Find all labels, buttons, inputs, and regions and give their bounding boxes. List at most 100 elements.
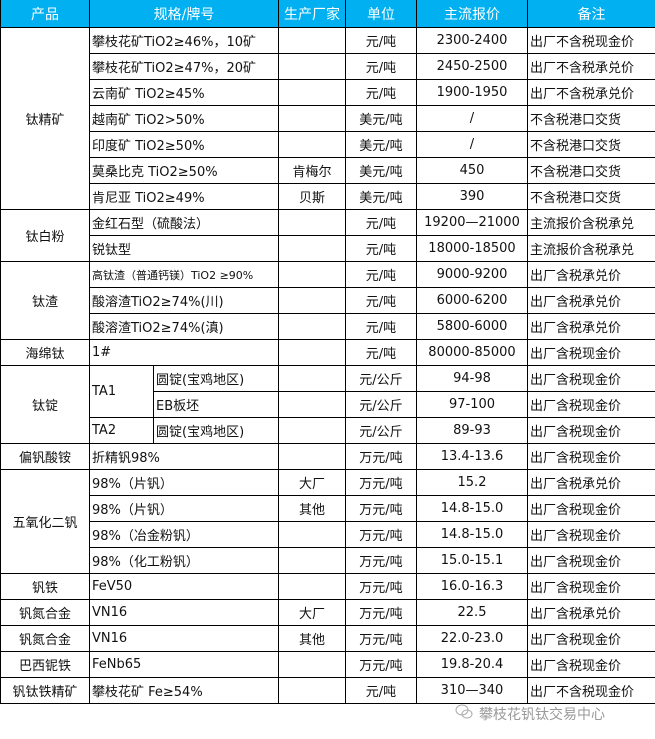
sub-spec-cell: 圆锭(宝鸡地区) bbox=[153, 417, 279, 444]
product-cell: 钛锭 bbox=[0, 365, 90, 444]
header-note: 备注 bbox=[527, 0, 655, 28]
table-row: 莫桑比克 TiO2≥50% 肯梅尔 美元/吨 450 不含税港口交货 bbox=[1, 157, 655, 184]
product-cell: 五氧化二钒 bbox=[0, 469, 90, 574]
table-row: 酸溶渣TiO2≥74%(川) 元/吨 6000-6200 出厂含税承兑价 bbox=[1, 287, 655, 314]
product-cell: 偏钒酸铵 bbox=[0, 443, 90, 470]
table-row: 肯尼亚 TiO2≥49% 贝斯 美元/吨 390 不含税港口交货 bbox=[1, 183, 655, 210]
product-cell: 钛渣 bbox=[0, 261, 90, 340]
spec-cell: 莫桑比克 TiO2≥50% bbox=[89, 157, 279, 184]
table-row: 钛白粉 金红石型（硫酸法） 元/吨 19200—21000 主流报价含税承兑 bbox=[0, 209, 655, 262]
product-cell: 钒氮合金 bbox=[0, 599, 90, 626]
spec-cell: 金红石型（硫酸法） bbox=[89, 209, 279, 236]
table-row: 钛锭 TA1 圆锭(宝鸡地区) 元/公斤 94-98 出厂含税现金价 bbox=[0, 365, 655, 444]
price-cell: 14.8-15.0 bbox=[416, 495, 528, 522]
maker-cell bbox=[278, 651, 346, 678]
product-cell: 海绵钛 bbox=[0, 339, 90, 366]
unit-cell: 元/吨 bbox=[345, 287, 417, 314]
spec-cell: 攀枝花矿 Fe≥54% bbox=[89, 677, 279, 704]
maker-cell bbox=[278, 313, 346, 340]
maker-cell bbox=[278, 209, 346, 236]
table-row: 钒氮合金 VN16 大厂 万元/吨 22.5 出厂含税承兑价 bbox=[0, 599, 655, 626]
spec-cell: 酸溶渣TiO2≥74%(滇) bbox=[89, 313, 279, 340]
spec-cell: 98%（冶金粉钒） bbox=[89, 521, 279, 548]
table-body: 钛精矿 攀枝花矿TiO2≥46%，10矿 元/吨 2300-2400 出厂不含税现金价攀… bbox=[0, 27, 655, 704]
table-row: 钛精矿 攀枝花矿TiO2≥46%，10矿 元/吨 2300-2400 出厂不含税现金价 bbox=[0, 27, 655, 210]
unit-cell: 万元/吨 bbox=[345, 547, 417, 574]
spec-cell: 肯尼亚 TiO2≥49% bbox=[89, 183, 279, 210]
table-row: 钒钛铁精矿 攀枝花矿 Fe≥54% 元/吨 310—340 出厂不含税现金价 bbox=[0, 677, 655, 704]
unit-cell: 美元/吨 bbox=[345, 105, 417, 132]
table-row: 攀枝花矿TiO2≥47%，20矿 元/吨 2450-2500 出厂不含税承兑价 bbox=[1, 53, 655, 80]
table-row: 五氧化二钒 98%（片钒） 大厂 万元/吨 15.2 出厂含税承兑价 bbox=[0, 469, 655, 574]
price-cell: 2300-2400 bbox=[416, 27, 528, 54]
price-cell: 19.8-20.4 bbox=[416, 651, 528, 678]
spec-cell: TA2 bbox=[89, 417, 154, 444]
spec-cell: 锐钛型 bbox=[89, 235, 279, 262]
maker-cell bbox=[278, 79, 346, 106]
note-cell: 出厂含税承兑价 bbox=[527, 287, 655, 314]
note-cell: 主流报价含税承兑 bbox=[527, 235, 655, 262]
table-row: 偏钒酸铵 折精钒98% 万元/吨 13.4-13.6 出厂含税现金价 bbox=[0, 443, 655, 470]
note-cell: 出厂不含税承兑价 bbox=[527, 53, 655, 80]
spec-cell: 98%（片钒） bbox=[89, 469, 279, 496]
maker-cell bbox=[278, 443, 346, 470]
maker-cell bbox=[278, 573, 346, 600]
maker-cell bbox=[278, 27, 346, 54]
unit-cell: 元/吨 bbox=[345, 235, 417, 262]
product-cell: 钒氮合金 bbox=[0, 625, 90, 652]
note-cell: 出厂含税现金价 bbox=[527, 339, 655, 366]
table-row: 巴西铌铁 FeNb65 万元/吨 19.8-20.4 出厂含税现金价 bbox=[0, 651, 655, 678]
price-cell: / bbox=[416, 131, 528, 158]
maker-cell bbox=[278, 365, 346, 392]
note-cell: 不含税港口交货 bbox=[527, 105, 655, 132]
note-cell: 出厂含税现金价 bbox=[527, 417, 655, 444]
watermark-text: 攀枝花钒钛交易中心 bbox=[479, 707, 605, 723]
table-row: 钒氮合金 VN16 其他 万元/吨 22.0-23.0 出厂含税现金价 bbox=[0, 625, 655, 652]
sub-spec-cell: 圆锭(宝鸡地区) bbox=[153, 365, 279, 392]
header-spec: 规格/牌号 bbox=[89, 0, 279, 28]
spec-cell: 98%（片钒） bbox=[89, 495, 279, 522]
maker-cell bbox=[278, 339, 346, 366]
unit-cell: 元/吨 bbox=[345, 53, 417, 80]
price-cell: 9000-9200 bbox=[416, 261, 528, 288]
note-cell: 出厂含税现金价 bbox=[527, 625, 655, 652]
header-price: 主流报价 bbox=[416, 0, 528, 28]
unit-cell: 万元/吨 bbox=[345, 443, 417, 470]
maker-cell: 贝斯 bbox=[278, 183, 346, 210]
note-cell: 出厂不含税现金价 bbox=[527, 677, 655, 704]
spec-cell: 1# bbox=[89, 339, 279, 366]
note-cell: 出厂含税承兑价 bbox=[527, 469, 655, 496]
unit-cell: 万元/吨 bbox=[345, 573, 417, 600]
unit-cell: 元/吨 bbox=[345, 339, 417, 366]
price-cell: 89-93 bbox=[416, 417, 528, 444]
unit-cell: 元/吨 bbox=[345, 313, 417, 340]
spec-cell: 印度矿 TiO2≥50% bbox=[89, 131, 279, 158]
note-cell: 出厂不含税现金价 bbox=[527, 27, 655, 54]
note-cell: 主流报价含税承兑 bbox=[527, 209, 655, 236]
price-cell: 80000-85000 bbox=[416, 339, 528, 366]
table-row: 98%（片钒） 其他 万元/吨 14.8-15.0 出厂含税现金价 bbox=[1, 495, 655, 522]
header-product: 产品 bbox=[0, 0, 90, 28]
unit-cell: 元/公斤 bbox=[345, 365, 417, 392]
unit-cell: 元/公斤 bbox=[345, 417, 417, 444]
maker-cell bbox=[278, 391, 346, 418]
price-cell: 15.2 bbox=[416, 469, 528, 496]
note-cell: 出厂含税现金价 bbox=[527, 365, 655, 392]
note-cell: 出厂含税承兑价 bbox=[527, 313, 655, 340]
price-cell: 18000-18500 bbox=[416, 235, 528, 262]
note-cell: 出厂含税现金价 bbox=[527, 391, 655, 418]
note-cell: 不含税港口交货 bbox=[527, 131, 655, 158]
spec-cell: 98%（化工粉钒） bbox=[89, 547, 279, 574]
unit-cell: 美元/吨 bbox=[345, 157, 417, 184]
unit-cell: 元/吨 bbox=[345, 27, 417, 54]
price-cell: 13.4-13.6 bbox=[416, 443, 528, 470]
price-cell: 97-100 bbox=[416, 391, 528, 418]
unit-cell: 美元/吨 bbox=[345, 131, 417, 158]
header-row: 产品 规格/牌号 生产厂家 单位 主流报价 备注 bbox=[0, 0, 655, 28]
price-table: 产品 规格/牌号 生产厂家 单位 主流报价 备注 钛精矿 攀枝花矿TiO2≥46%… bbox=[0, 0, 655, 704]
table-row: 酸溶渣TiO2≥74%(滇) 元/吨 5800-6000 出厂含税承兑价 bbox=[1, 313, 655, 340]
maker-cell bbox=[278, 105, 346, 132]
maker-cell bbox=[278, 261, 346, 288]
unit-cell: 万元/吨 bbox=[345, 495, 417, 522]
unit-cell: 元/吨 bbox=[345, 261, 417, 288]
